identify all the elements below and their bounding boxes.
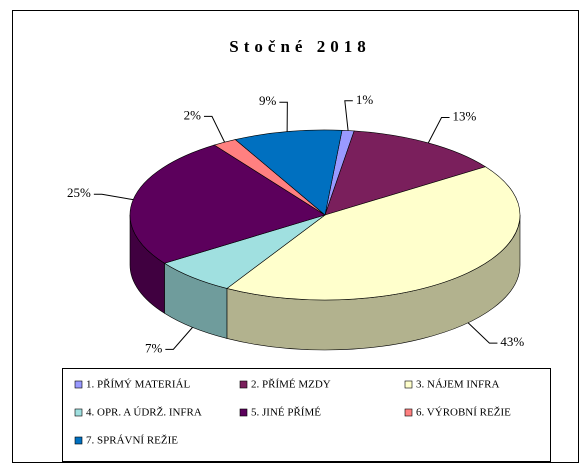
value-label: 7% xyxy=(145,340,163,355)
legend-swatch xyxy=(74,408,83,417)
side-shade xyxy=(226,215,520,350)
side-shade xyxy=(130,215,165,314)
legend-swatch xyxy=(74,436,83,445)
legend-swatch xyxy=(239,408,248,417)
legend-swatch xyxy=(404,408,413,417)
legend-label: 6. VÝROBNÍ REŽIE xyxy=(416,407,511,419)
value-label: 13% xyxy=(453,108,477,123)
slice xyxy=(129,144,326,264)
value-label: 2% xyxy=(184,107,202,122)
legend: 1. PŘÍMÝ MATERIÁL 2. PŘÍMÉ MZDY 3. NÁJEM I… xyxy=(74,379,511,447)
legend-label: 5. JINÉ PŘÍMÉ xyxy=(251,407,321,419)
leader-line xyxy=(93,193,134,201)
legend-swatch xyxy=(239,380,248,389)
leader-line xyxy=(165,327,193,350)
leader-line xyxy=(203,115,226,143)
slice xyxy=(324,130,487,216)
legend-label: 1. PŘÍMÝ MATERIÁL xyxy=(86,379,190,391)
legend-label: 2. PŘÍMÉ MZDY xyxy=(251,379,331,391)
legend-box xyxy=(62,368,551,462)
value-label: 25% xyxy=(67,185,91,200)
legend-label: 4. OPR. A ÚDRŽ. INFRA xyxy=(86,407,202,419)
chart-title: Stočné 2018 xyxy=(229,37,370,56)
legend-label: 3. NÁJEM INFRA xyxy=(416,379,499,391)
side-shade xyxy=(164,263,227,339)
legend-swatch xyxy=(74,380,83,389)
legend-label: 7. SPRÁVNÍ REŽIE xyxy=(86,435,178,447)
value-label: 43% xyxy=(500,334,524,349)
value-label: 1% xyxy=(356,92,374,107)
labels: 1% 13% 43% 7% 25% 2% 9% xyxy=(67,92,524,356)
pie-tops xyxy=(129,129,521,301)
leader-line xyxy=(427,116,450,144)
value-label: 9% xyxy=(259,93,277,108)
leader-line xyxy=(467,322,498,344)
slice xyxy=(226,166,521,301)
legend-swatch xyxy=(404,380,413,389)
leader-line xyxy=(279,101,288,132)
leader-line xyxy=(344,100,353,131)
